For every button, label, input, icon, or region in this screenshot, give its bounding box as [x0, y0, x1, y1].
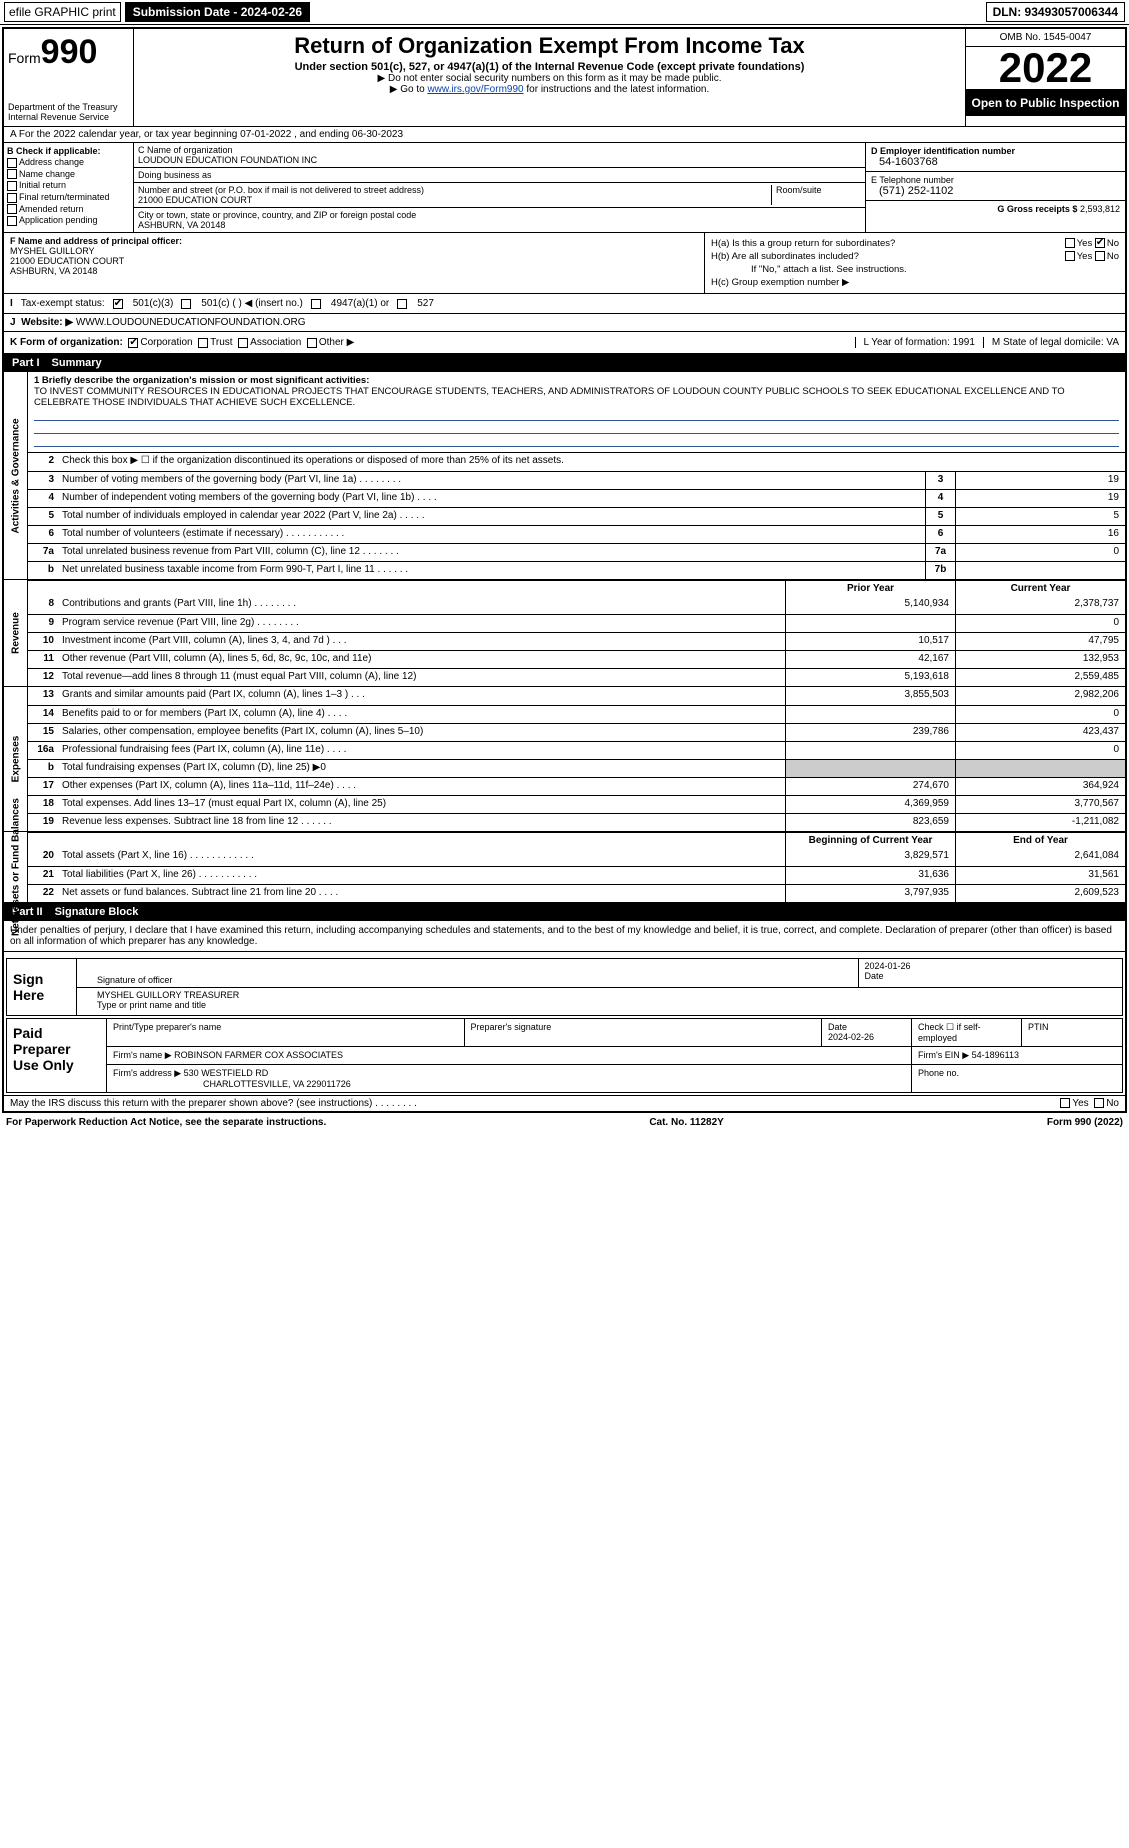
addr-label: Number and street (or P.O. box if mail i…	[138, 185, 771, 195]
dln-label: DLN: 93493057006344	[986, 2, 1125, 22]
h-c-label: H(c) Group exemption number ▶	[711, 277, 849, 288]
form-footer: Form 990 (2022)	[1047, 1117, 1123, 1128]
signature-intro: Under penalties of perjury, I declare th…	[4, 921, 1125, 952]
cb-corp[interactable]	[128, 338, 138, 348]
submission-date-button[interactable]: Submission Date - 2024-02-26	[125, 2, 310, 22]
state-domicile: M State of legal domicile: VA	[983, 337, 1119, 348]
website-label: Website: ▶	[21, 317, 73, 328]
sign-here-label: Sign Here	[7, 959, 77, 1015]
part2-title: Signature Block	[55, 906, 139, 918]
vtab-net-assets: Net Assets or Fund Balances	[10, 798, 21, 936]
cb-discuss-yes[interactable]	[1060, 1098, 1070, 1108]
officer-addr2: ASHBURN, VA 20148	[10, 266, 97, 276]
prep-name-hdr: Print/Type preparer's name	[107, 1019, 465, 1046]
room-suite-label: Room/suite	[771, 185, 861, 205]
ein-value: 54-1603768	[871, 156, 1120, 168]
prep-date: 2024-02-26	[828, 1032, 874, 1042]
cat-no: Cat. No. 11282Y	[649, 1117, 723, 1128]
prior-year-hdr: Prior Year	[785, 581, 955, 596]
tax-status-label: Tax-exempt status:	[21, 298, 105, 309]
mission-text: TO INVEST COMMUNITY RESOURCES IN EDUCATI…	[34, 386, 1119, 408]
h-b-label: H(b) Are all subordinates included?	[711, 251, 859, 262]
org-name-label: C Name of organization	[138, 145, 861, 155]
cb-application-pending[interactable]: Application pending	[7, 215, 130, 226]
cb-initial-return[interactable]: Initial return	[7, 180, 130, 191]
cb-amended-return[interactable]: Amended return	[7, 204, 130, 215]
gross-label: G Gross receipts $	[997, 204, 1077, 214]
vtab-governance: Activities & Governance	[10, 418, 21, 533]
dba-label: Doing business as	[138, 170, 861, 180]
boy-hdr: Beginning of Current Year	[785, 833, 955, 848]
firm-addr2: CHARLOTTESVILLE, VA 229011726	[113, 1079, 351, 1089]
addr-value: 21000 EDUCATION COURT	[138, 195, 771, 205]
vtab-revenue: Revenue	[10, 612, 21, 654]
website-value: WWW.LOUDOUNEDUCATIONFOUNDATION.ORG	[76, 317, 306, 328]
cb-4947[interactable]	[311, 299, 321, 309]
sig-name: MYSHEL GUILLORY TREASURER	[97, 990, 239, 1000]
part1-num: Part I	[12, 357, 40, 369]
city-value: ASHBURN, VA 20148	[138, 220, 861, 230]
mission-label: 1 Briefly describe the organization's mi…	[34, 375, 369, 386]
col-b-label: B Check if applicable:	[7, 146, 130, 156]
cb-final-return[interactable]: Final return/terminated	[7, 192, 130, 203]
cb-501c[interactable]	[181, 299, 191, 309]
row-a-tax-year: A For the 2022 calendar year, or tax yea…	[4, 127, 1125, 143]
current-year-hdr: Current Year	[955, 581, 1125, 596]
cb-trust[interactable]	[198, 338, 208, 348]
tel-value: (571) 252-1102	[871, 185, 1120, 197]
prep-sig-hdr: Preparer's signature	[465, 1019, 823, 1046]
officer-label: F Name and address of principal officer:	[10, 236, 182, 246]
paperwork-notice: For Paperwork Reduction Act Notice, see …	[6, 1117, 326, 1128]
sig-officer-label: Signature of officer	[97, 975, 172, 985]
discuss-question: May the IRS discuss this return with the…	[10, 1098, 417, 1109]
sig-date-label: Date	[865, 971, 884, 981]
subtitle-section: Under section 501(c), 527, or 4947(a)(1)…	[142, 61, 957, 73]
cb-527[interactable]	[397, 299, 407, 309]
officer-name: MYSHEL GUILLORY	[10, 246, 95, 256]
dept-label: Department of the Treasury Internal Reve…	[8, 102, 129, 122]
subtitle-ssn: ▶ Do not enter social security numbers o…	[142, 73, 957, 84]
efile-label: efile GRAPHIC print	[4, 2, 121, 22]
cb-name-change[interactable]: Name change	[7, 169, 130, 180]
cb-address-change[interactable]: Address change	[7, 157, 130, 168]
h-b-note: If "No," attach a list. See instructions…	[711, 264, 1119, 275]
form-title: Return of Organization Exempt From Incom…	[142, 33, 957, 59]
eoy-hdr: End of Year	[955, 833, 1125, 848]
firm-ein: 54-1896113	[972, 1050, 1019, 1060]
subtitle-link: ▶ Go to www.irs.gov/Form990 for instruct…	[142, 84, 957, 95]
form-org-label: K Form of organization:	[10, 337, 123, 348]
tax-year: 2022	[966, 47, 1125, 90]
cb-assoc[interactable]	[238, 338, 248, 348]
cb-discuss-no[interactable]	[1094, 1098, 1104, 1108]
part1-title: Summary	[52, 357, 102, 369]
city-label: City or town, state or province, country…	[138, 210, 861, 220]
phone-label: Phone no.	[912, 1065, 1122, 1092]
open-public-badge: Open to Public Inspection	[966, 90, 1125, 116]
ptin-hdr: PTIN	[1022, 1019, 1122, 1046]
org-name: LOUDOUN EDUCATION FOUNDATION INC	[138, 155, 861, 165]
firm-name: ROBINSON FARMER COX ASSOCIATES	[174, 1050, 343, 1060]
officer-addr1: 21000 EDUCATION COURT	[10, 256, 124, 266]
h-a-label: H(a) Is this a group return for subordin…	[711, 238, 895, 249]
firm-addr1: 530 WESTFIELD RD	[184, 1068, 269, 1078]
year-formation: L Year of formation: 1991	[864, 337, 975, 348]
irs-link[interactable]: www.irs.gov/Form990	[427, 84, 523, 95]
form-number: Form990	[8, 33, 129, 72]
sig-name-label: Type or print name and title	[97, 1000, 206, 1010]
paid-preparer-label: Paid Preparer Use Only	[7, 1019, 107, 1092]
cb-other[interactable]	[307, 338, 317, 348]
sig-date: 2024-01-26	[865, 961, 911, 971]
tel-label: E Telephone number	[871, 175, 954, 185]
cb-501c3[interactable]	[113, 299, 123, 309]
vtab-expenses: Expenses	[10, 736, 21, 783]
gross-value: 2,593,812	[1080, 204, 1120, 214]
prep-self-emp: Check ☐ if self-employed	[912, 1019, 1022, 1046]
ein-label: D Employer identification number	[871, 146, 1015, 156]
